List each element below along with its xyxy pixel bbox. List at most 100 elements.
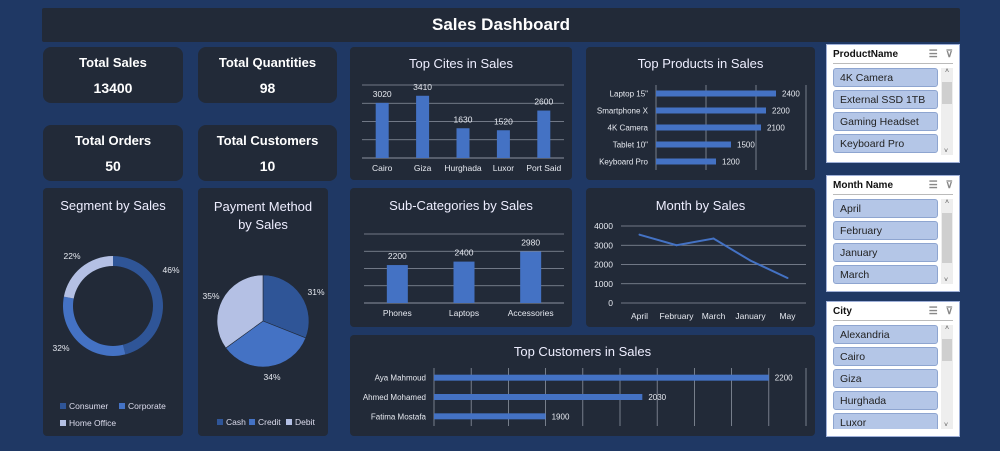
slicer-item[interactable]: Luxor (833, 413, 938, 429)
data-label: 46% (162, 265, 179, 275)
kpi-label: Total Customers (216, 132, 319, 148)
slicer-item[interactable]: February (833, 221, 938, 240)
scroll-thumb[interactable] (942, 82, 952, 104)
chart-canvas: 2400 Laptop 15" 2200 Smartphone X 2100 4K Cam… (597, 85, 807, 170)
bar (453, 261, 475, 303)
chart-canvas: 2200 Phones 2400 Laptops 2980 Accessories (364, 233, 564, 318)
scroll-up-icon[interactable]: ˄ (944, 325, 950, 332)
bar (537, 110, 551, 158)
slicer-scrollbar[interactable]: ˄ ˅ (941, 325, 953, 429)
chart-title: Payment Method by Sales (213, 199, 313, 232)
scroll-thumb[interactable] (942, 213, 952, 263)
data-label: 2100 (767, 124, 785, 133)
category-label: Ahmed Mohamed (363, 393, 426, 402)
chart-title: Top Cites in Sales (408, 56, 514, 71)
data-label: 2030 (648, 393, 666, 402)
payment-chart: Payment Method by Sales Cash Credit Debi… (198, 188, 328, 436)
legend-swatch (249, 419, 255, 425)
scroll-up-icon[interactable]: ˄ (944, 68, 950, 75)
slicer-item[interactable]: External SSD 1TB (833, 90, 938, 109)
slicer-title: City (833, 306, 852, 317)
bar (434, 394, 643, 400)
slicer-city[interactable]: City ☰ ⊽ Alexandria Cairo Giza Hurghada Luxor ˄ ˅ (826, 301, 960, 437)
legend-swatch (60, 420, 66, 426)
multi-select-icon[interactable]: ☰ (928, 49, 938, 60)
category-label: Smartphone X (597, 107, 649, 116)
slicer-item[interactable]: Cairo (833, 347, 938, 366)
scroll-down-icon[interactable]: ˅ (944, 277, 949, 284)
clear-filter-icon[interactable]: ⊽ (945, 49, 953, 60)
kpi-label: Total Orders (74, 132, 152, 148)
slicer-scrollbar[interactable]: ˄ ˅ (941, 68, 953, 155)
chart-canvas: 46% 32% 22% (52, 251, 180, 356)
slicer-title: ProductName (833, 49, 899, 60)
data-label: 3020 (373, 89, 392, 99)
chart-canvas: 3020 Cairo 3410 Giza 1630 Hurghada 1520 Luxor 26… (362, 82, 564, 173)
category-label: Giza (414, 163, 432, 173)
category-label: April (631, 311, 648, 321)
data-label: 22% (63, 251, 80, 261)
multi-select-icon[interactable]: ☰ (928, 306, 938, 317)
pie-slice (63, 256, 113, 299)
legend-item: Corporate (119, 401, 166, 411)
slicer-month-name[interactable]: Month Name ☰ ⊽ April February January March ˄ ˅ (826, 175, 960, 292)
top-products-chart: Top Products in Sales 2400 Laptop 15" 2200 S… (586, 47, 815, 180)
slicer-item[interactable]: January (833, 243, 938, 262)
category-label: 4K Camera (608, 124, 649, 133)
segment-chart: Segment by Sales Consumer Corporate Home… (43, 188, 183, 436)
pie-slice (225, 320, 307, 368)
legend-item: Credit (249, 417, 281, 427)
clear-filter-icon[interactable]: ⊽ (945, 180, 953, 191)
legend-item: Debit (286, 417, 315, 427)
legend-label: Credit (258, 417, 281, 427)
legend-label: Home Office (69, 418, 117, 428)
kpi-value: 98 (259, 79, 276, 96)
category-label: Accessories (508, 308, 554, 318)
legend-item: Cash (217, 417, 246, 427)
category-label: Keyboard Pro (599, 158, 648, 167)
chart-canvas: 31% 34% 35% (202, 274, 325, 382)
data-label: 2400 (782, 90, 800, 99)
legend-swatch (60, 403, 66, 409)
category-label: Phones (383, 308, 412, 318)
multi-select-icon[interactable]: ☰ (928, 180, 938, 191)
chart-title: Top Products in Sales (637, 56, 764, 71)
data-label: 3410 (413, 82, 432, 92)
dashboard-title: Sales Dashboard (42, 8, 960, 42)
slicer-item[interactable]: Keyboard Pro (833, 134, 938, 153)
category-label: Luxor (493, 163, 514, 173)
data-label: 1520 (494, 116, 513, 126)
slicer-scrollbar[interactable]: ˄ ˅ (941, 199, 953, 284)
data-label: 32% (52, 343, 69, 353)
y-tick-label: 4000 (594, 221, 613, 231)
legend-label: Corporate (128, 401, 166, 411)
bar (456, 128, 470, 158)
series-line (639, 233, 788, 279)
legend-swatch (119, 403, 125, 409)
kpi-total-orders: Total Orders 50 (43, 125, 183, 181)
slicer-item[interactable]: 4K Camera (833, 68, 938, 87)
pie-slice (216, 274, 264, 349)
chart-canvas: 0 1000 2000 3000 4000 April February March Janua… (594, 221, 806, 321)
scroll-up-icon[interactable]: ˄ (944, 199, 950, 206)
clear-filter-icon[interactable]: ⊽ (945, 306, 953, 317)
pie-slice (62, 296, 126, 356)
slicer-item[interactable]: March (833, 265, 938, 284)
data-label: 1500 (737, 141, 755, 150)
slicer-item[interactable]: Alexandria (833, 325, 938, 344)
top-cities-chart: Top Cites in Sales 3020 Cairo 3410 Giza 1630 H… (350, 47, 572, 180)
slicer-item[interactable]: Giza (833, 369, 938, 388)
y-tick-label: 3000 (594, 240, 613, 250)
bar (656, 90, 776, 97)
bar (656, 124, 761, 131)
scroll-down-icon[interactable]: ˅ (944, 148, 949, 155)
slicer-item[interactable]: Gaming Headset (833, 112, 938, 131)
scroll-thumb[interactable] (942, 339, 952, 361)
legend-swatch (217, 419, 223, 425)
kpi-value: 50 (105, 157, 121, 174)
slicer-item[interactable]: Hurghada (833, 391, 938, 410)
slicer-item[interactable]: April (833, 199, 938, 218)
slicer-header: City ☰ ⊽ (833, 306, 953, 321)
scroll-down-icon[interactable]: ˅ (944, 422, 949, 429)
slicer-productname[interactable]: ProductName ☰ ⊽ 4K Camera External SSD 1TB Ga… (826, 44, 960, 163)
